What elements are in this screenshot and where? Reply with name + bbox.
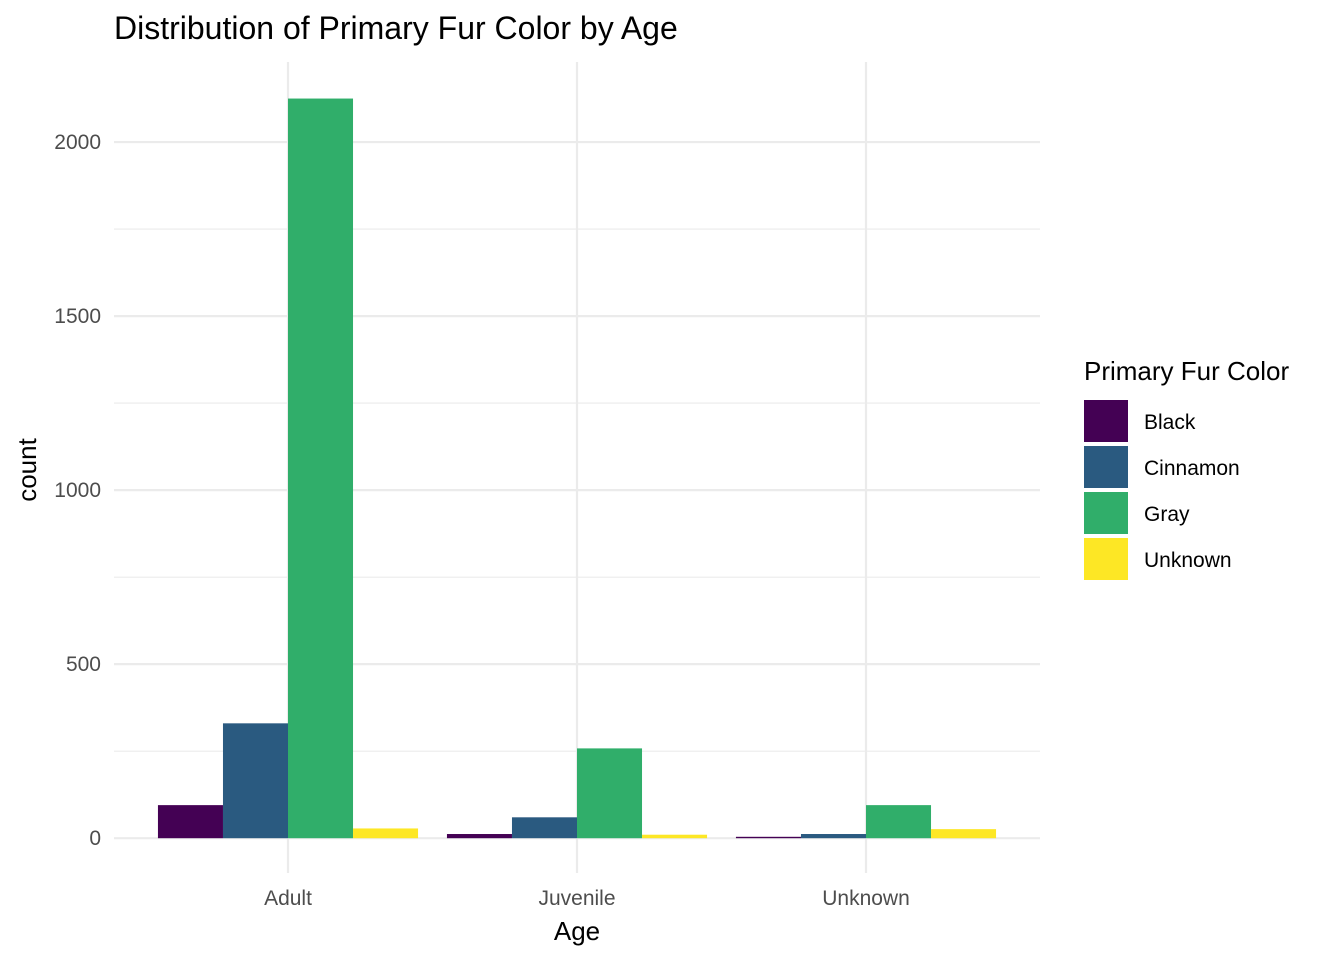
y-tick-label: 1500: [54, 305, 101, 328]
bar-unknown-black: [735, 836, 801, 839]
y-tick-label: 0: [89, 827, 101, 850]
legend-title: Primary Fur Color: [1084, 356, 1289, 386]
legend: Primary Fur Color Black Cinnamon Gray Unkno…: [1084, 356, 1289, 580]
x-tick-label: Unknown: [822, 887, 910, 910]
legend-key-unknown: [1084, 538, 1128, 580]
bar-unknown-gray: [866, 805, 932, 839]
bar-adult-gray: [288, 98, 354, 839]
bar-adult-black: [157, 805, 223, 839]
bar-adult-unknown: [353, 828, 419, 839]
legend-label: Black: [1144, 411, 1196, 434]
bar-juvenile-cinnamon: [511, 817, 577, 839]
bar-juvenile-unknown: [642, 834, 708, 839]
y-tick-label: 2000: [54, 131, 101, 154]
bar-unknown-cinnamon: [800, 834, 866, 839]
legend-key-gray: [1084, 492, 1128, 534]
y-axis-title: count: [12, 437, 42, 501]
legend-key-black: [1084, 400, 1128, 442]
x-tick-label: Adult: [264, 887, 312, 910]
legend-key-cinnamon: [1084, 446, 1128, 488]
y-axis-ticks: 0 500 1000 1500 2000: [54, 131, 101, 850]
bar-unknown-unknown: [931, 829, 997, 839]
legend-label: Unknown: [1144, 549, 1232, 572]
x-axis-title: Age: [554, 916, 600, 946]
legend-label: Gray: [1144, 503, 1190, 526]
bar-juvenile-black: [446, 834, 512, 839]
legend-label: Cinnamon: [1144, 457, 1240, 480]
bar-juvenile-gray: [577, 748, 643, 839]
chart-title: Distribution of Primary Fur Color by Age: [114, 10, 678, 46]
x-axis-ticks: Adult Juvenile Unknown: [264, 887, 910, 910]
y-tick-label: 1000: [54, 479, 101, 502]
bars: [157, 98, 997, 839]
y-tick-label: 500: [66, 653, 101, 676]
bar-adult-cinnamon: [222, 723, 288, 839]
x-tick-label: Juvenile: [538, 887, 615, 910]
